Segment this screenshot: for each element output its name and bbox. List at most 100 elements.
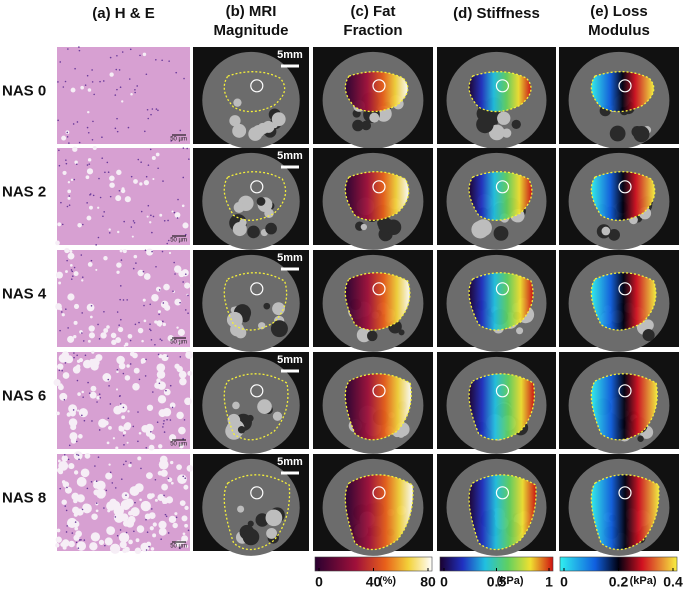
nucleus: [116, 311, 119, 313]
nucleus: [147, 117, 150, 120]
nucleus: [78, 458, 80, 461]
image-panel: [313, 148, 433, 250]
colorbar-tick-label: 40: [366, 574, 382, 590]
nucleus: [91, 81, 94, 83]
nucleus: [109, 471, 112, 474]
vacuole: [95, 268, 98, 271]
nucleus: [158, 289, 161, 291]
nucleus: [94, 465, 96, 467]
nucleus: [68, 204, 71, 206]
nucleus: [160, 538, 162, 540]
nucleus: [103, 211, 105, 213]
organ: [608, 229, 621, 241]
vacuole: [57, 363, 64, 370]
nucleus: [125, 494, 127, 496]
vacuole: [142, 52, 147, 57]
vacuole: [85, 175, 90, 180]
nucleus: [154, 478, 157, 481]
vacuole: [178, 443, 184, 449]
vacuole: [62, 170, 67, 176]
scale-label: 5mm: [277, 456, 303, 468]
nucleus: [78, 49, 81, 52]
organ: [637, 435, 644, 442]
nucleus: [173, 261, 175, 264]
column-header: (d) Stiffness: [453, 5, 540, 22]
vacuole: [95, 354, 103, 362]
nucleus: [156, 421, 159, 424]
nucleus: [119, 298, 121, 301]
vacuole: [120, 499, 131, 511]
vacuole: [181, 515, 188, 522]
vacuole: [77, 222, 82, 228]
nucleus: [186, 147, 189, 150]
vacuole: [119, 541, 127, 549]
colorbar-tick-label: 0: [315, 574, 323, 590]
nucleus: [155, 265, 157, 268]
nucleus: [184, 273, 187, 275]
nucleus: [81, 312, 84, 314]
nucleus: [145, 358, 147, 361]
nucleus: [86, 202, 88, 204]
vacuole: [158, 324, 162, 327]
vacuole: [137, 269, 144, 277]
nucleus: [166, 418, 168, 421]
nucleus: [99, 196, 102, 199]
vacuole: [70, 178, 74, 182]
vacuole: [78, 434, 83, 439]
vacuole: [111, 339, 117, 346]
vacuole: [160, 469, 168, 477]
vacuole: [69, 263, 73, 267]
nucleus: [116, 534, 119, 537]
nucleus: [65, 509, 68, 512]
vacuole: [155, 286, 162, 292]
vacuole: [185, 351, 194, 359]
nucleus: [150, 339, 153, 341]
vacuole: [162, 322, 166, 327]
vacuole: [176, 411, 184, 420]
nucleus: [76, 379, 79, 382]
vacuole: [55, 303, 62, 310]
vacuole: [91, 350, 95, 354]
nucleus: [147, 164, 150, 166]
vacuole: [161, 497, 169, 505]
image-panel: [437, 250, 556, 352]
roi: [250, 180, 264, 194]
vacuole: [159, 213, 163, 217]
vacuole: [86, 215, 92, 221]
column-header: (b) MRI: [226, 3, 277, 20]
vacuole: [118, 532, 130, 543]
vacuole: [70, 87, 76, 93]
vacuole: [87, 110, 90, 114]
nucleus: [163, 219, 166, 222]
vacuole: [70, 438, 77, 444]
vacuole: [156, 370, 166, 379]
nucleus: [168, 60, 170, 62]
colorbar-tick-label: 0: [560, 574, 568, 590]
roi: [250, 384, 264, 398]
nucleus: [145, 73, 148, 76]
nucleus: [182, 176, 185, 179]
vacuole: [157, 310, 161, 314]
nucleus: [102, 215, 104, 218]
nucleus: [152, 391, 154, 393]
nucleus: [81, 508, 84, 511]
column-header: (e) Loss: [590, 3, 648, 20]
nucleus: [144, 375, 147, 377]
vacuole: [73, 534, 80, 541]
nucleus: [67, 327, 69, 329]
vacuole: [155, 152, 160, 157]
vacuole: [178, 426, 186, 435]
nucleus: [138, 378, 141, 381]
vacuole: [146, 472, 153, 480]
vacuole: [152, 177, 155, 181]
vacuole: [122, 249, 127, 254]
nucleus: [103, 310, 105, 313]
vacuole: [72, 365, 81, 374]
vacuole: [72, 146, 78, 152]
roi: [250, 79, 264, 93]
liver-outline: [344, 272, 411, 331]
nucleus: [59, 61, 62, 63]
nucleus: [161, 250, 164, 253]
nucleus: [143, 304, 145, 307]
vacuole: [106, 325, 110, 329]
